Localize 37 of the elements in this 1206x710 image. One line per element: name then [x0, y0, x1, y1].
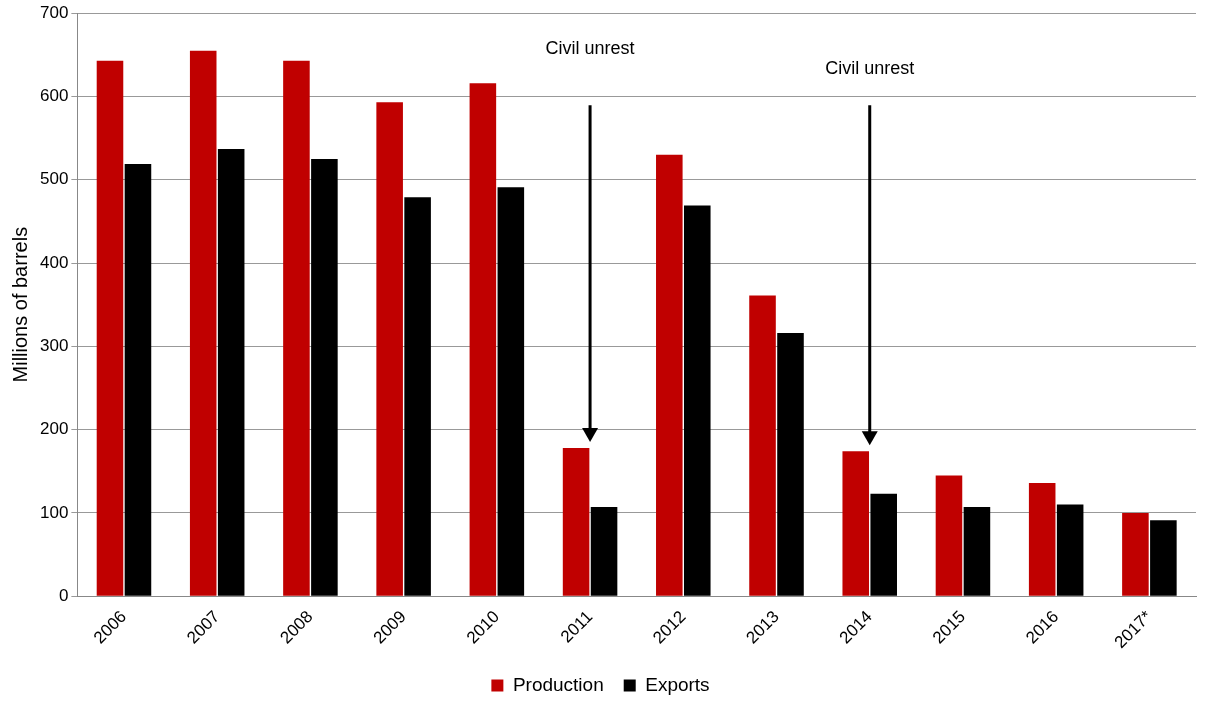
y-tick-label: 300: [39, 336, 69, 355]
y-tick-label: 500: [39, 169, 69, 189]
bar: [590, 507, 618, 596]
y-tick-label: 0: [58, 585, 69, 605]
y-tick-label: 400: [39, 252, 69, 272]
bar: [656, 154, 683, 596]
bar: [497, 187, 525, 596]
bar: [1028, 482, 1056, 596]
bar: [189, 50, 217, 596]
y-tick-label: 700: [39, 2, 69, 22]
y-tick-label: 100: [39, 502, 69, 522]
bar: [562, 447, 590, 596]
legend-label: Production: [512, 673, 604, 695]
bar: [935, 475, 963, 596]
y-tick-label: 200: [39, 419, 69, 439]
bar: [842, 451, 870, 596]
bar: [124, 163, 152, 596]
y-tick-label: 600: [39, 86, 69, 106]
y-axis-title: Millions of barrels: [8, 226, 31, 383]
bar: [1056, 504, 1084, 596]
bar: [963, 507, 991, 596]
bar: [777, 332, 804, 596]
bar: [870, 493, 897, 596]
bar: [1150, 520, 1177, 596]
bar: [376, 102, 403, 596]
bar: [404, 197, 431, 596]
bar: [683, 205, 711, 596]
annotation: Civil unrest: [825, 58, 915, 79]
bar: [1122, 512, 1149, 596]
bar: [217, 148, 245, 596]
bar: [469, 83, 497, 596]
legend-label: Exports: [645, 673, 710, 695]
bar: [283, 60, 310, 596]
annotation: Civil unrest: [545, 38, 635, 59]
bar: [749, 295, 776, 596]
bar: [311, 158, 338, 596]
bar: [96, 60, 124, 596]
